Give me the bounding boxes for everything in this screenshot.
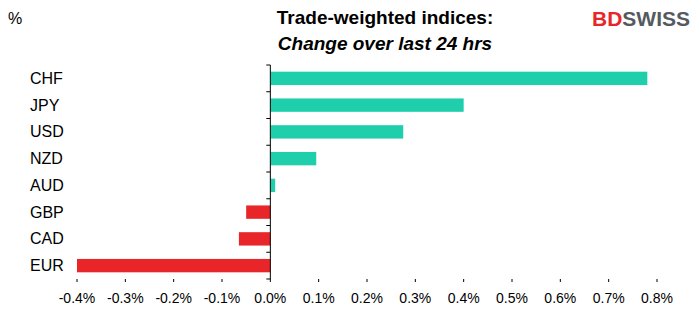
bar xyxy=(270,98,463,111)
tick-label: -0.4% xyxy=(59,290,96,306)
tick-label: 0.0% xyxy=(254,290,286,306)
bar xyxy=(270,125,403,138)
tick-label: 0.3% xyxy=(399,290,431,306)
bar xyxy=(239,232,270,245)
bar xyxy=(270,72,647,85)
chart: Trade-weighted indices: Change over last … xyxy=(0,0,700,327)
tick-label: 0.6% xyxy=(544,290,576,306)
tick-label: -0.3% xyxy=(107,290,144,306)
category-label: JPY xyxy=(30,97,60,114)
logo: BDSWISS xyxy=(592,7,690,30)
tick-mark xyxy=(270,279,271,282)
tick-label: 0.1% xyxy=(303,290,335,306)
category-tick xyxy=(266,91,270,92)
tick-mark xyxy=(367,279,368,282)
category-label: NZD xyxy=(30,150,63,167)
category-tick xyxy=(266,279,270,280)
category-tick xyxy=(266,252,270,253)
category-tick xyxy=(266,118,270,119)
category-tick xyxy=(266,65,270,66)
bars xyxy=(77,72,647,273)
category-label: CHF xyxy=(30,70,63,87)
tick-label: 0.4% xyxy=(448,290,480,306)
category-tick xyxy=(266,172,270,173)
subtitle: Change over last 24 hrs xyxy=(278,33,492,54)
tick-label: 0.7% xyxy=(593,290,625,306)
tick-mark xyxy=(608,279,609,282)
tick-mark xyxy=(125,279,126,282)
title: Trade-weighted indices: xyxy=(277,7,493,28)
category-label: AUD xyxy=(30,177,64,194)
tick-label: 0.8% xyxy=(641,290,673,306)
axis-label: % xyxy=(8,10,22,27)
bar xyxy=(77,259,270,272)
tick-mark xyxy=(512,279,513,282)
category-tick xyxy=(266,225,270,226)
tick-label: 0.2% xyxy=(351,290,383,306)
category-tick xyxy=(266,145,270,146)
category-label: CAD xyxy=(30,230,64,247)
tick-label: 0.5% xyxy=(496,290,528,306)
tick-mark xyxy=(415,279,416,282)
bar xyxy=(270,179,275,192)
category-label: USD xyxy=(30,123,64,140)
tick-mark xyxy=(318,279,319,282)
bar xyxy=(246,205,270,218)
tick-mark xyxy=(657,279,658,282)
tick-mark xyxy=(463,279,464,282)
bar xyxy=(270,152,316,165)
category-label: GBP xyxy=(30,204,64,221)
tick-mark xyxy=(173,279,174,282)
tick-label: -0.2% xyxy=(155,290,192,306)
category-tick xyxy=(266,198,270,199)
category-label: EUR xyxy=(30,257,64,274)
tick-mark xyxy=(77,279,78,282)
tick-mark xyxy=(560,279,561,282)
tick-mark xyxy=(222,279,223,282)
tick-label: -0.1% xyxy=(204,290,241,306)
